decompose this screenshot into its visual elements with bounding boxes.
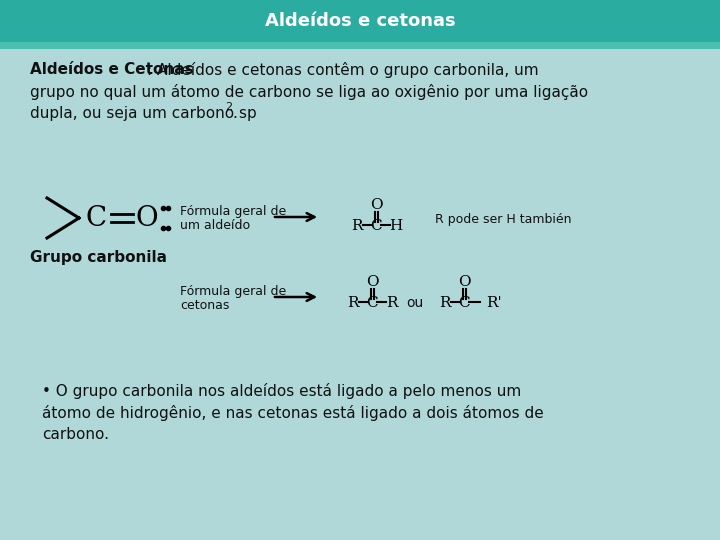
Text: O: O (366, 275, 378, 289)
Text: 2: 2 (225, 102, 232, 112)
Text: ou: ou (406, 296, 423, 310)
Text: C: C (370, 219, 382, 233)
Text: : Aldeídos e cetonas contêm o grupo carbonila, um: : Aldeídos e cetonas contêm o grupo carb… (147, 62, 539, 78)
Text: H: H (390, 219, 402, 233)
Text: Fórmula geral de: Fórmula geral de (180, 205, 287, 218)
Text: cetonas: cetonas (180, 299, 230, 312)
Text: • O grupo carbonila nos aldeídos está ligado a pelo menos um: • O grupo carbonila nos aldeídos está li… (42, 383, 521, 399)
Bar (0, 42, 720, 49)
Text: grupo no qual um átomo de carbono se liga ao oxigênio por uma ligação: grupo no qual um átomo de carbono se lig… (30, 84, 588, 100)
Text: R pode ser H también: R pode ser H también (435, 213, 572, 226)
Text: um aldeído: um aldeído (180, 219, 250, 232)
Text: Fórmula geral de: Fórmula geral de (180, 285, 287, 298)
Text: dupla, ou seja um carbono sp: dupla, ou seja um carbono sp (30, 106, 257, 121)
Text: R: R (386, 296, 397, 310)
Text: R: R (439, 296, 451, 310)
Text: carbono.: carbono. (42, 427, 109, 442)
Text: C: C (86, 206, 107, 233)
Text: O: O (369, 198, 382, 212)
Text: .: . (232, 106, 237, 121)
Text: C: C (366, 296, 378, 310)
Text: Aldeídos e cetonas: Aldeídos e cetonas (265, 12, 455, 30)
Text: Grupo carbonila: Grupo carbonila (30, 250, 167, 265)
Text: R: R (351, 219, 363, 233)
Text: Aldeídos e Cetonas: Aldeídos e Cetonas (30, 62, 194, 77)
Text: O: O (135, 206, 158, 233)
Text: átomo de hidrogênio, e nas cetonas está ligado a dois átomos de: átomo de hidrogênio, e nas cetonas está … (42, 405, 544, 421)
Text: R: R (347, 296, 359, 310)
Text: R': R' (486, 296, 502, 310)
Text: O: O (458, 275, 470, 289)
Text: C: C (458, 296, 470, 310)
Bar (0, 0, 720, 42)
